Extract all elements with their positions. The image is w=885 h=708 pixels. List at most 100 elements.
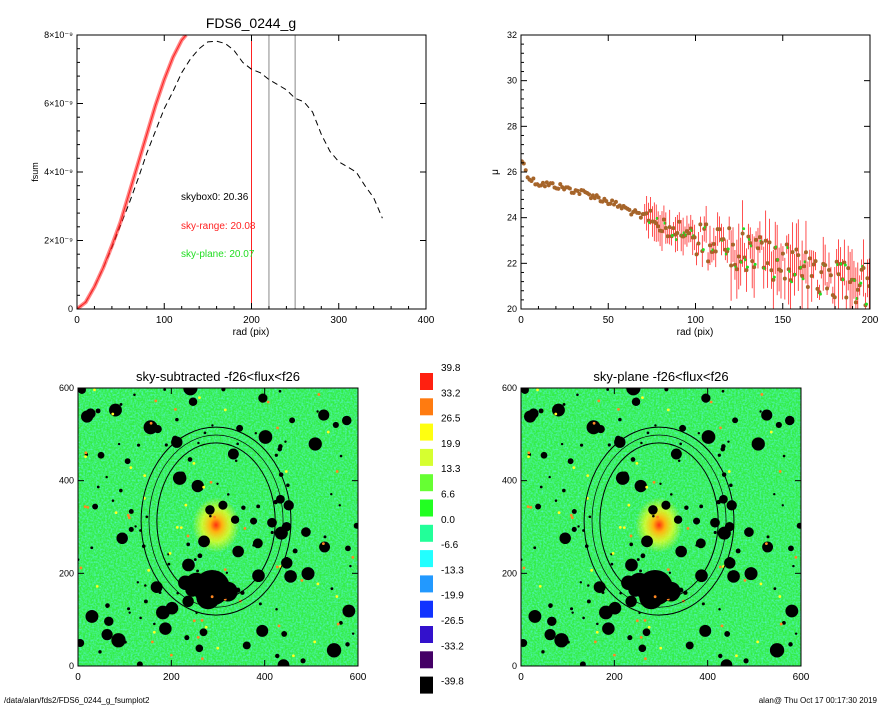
data-point [757,235,762,240]
hot-pixel [313,640,317,644]
star-mask [150,581,163,594]
y-tick-label: 22 [507,258,517,268]
blob-mask [196,585,220,610]
hot-pixel [617,407,620,411]
star-mask [661,500,671,510]
hot-pixel [326,430,330,434]
hot-pixel [276,426,279,430]
star-mask [716,499,721,505]
star-mask [718,653,723,659]
star-mask [781,504,784,507]
star-mask [713,530,717,535]
x-tick-label: 150 [774,315,791,326]
star-mask [117,442,121,446]
hot-pixel [179,526,183,530]
star-mask [626,388,641,396]
star-mask [339,454,343,458]
star-mask [784,415,795,426]
star-mask [625,558,638,572]
colorbar-swatch [420,651,433,669]
data-point [542,184,547,189]
hot-pixel [527,455,530,459]
star-mask [274,453,278,457]
hot-pixel [192,461,196,465]
data-point [648,208,653,213]
data-point [752,265,757,270]
star-mask [284,440,287,443]
star-mask [761,409,773,421]
hot-pixel [200,618,204,622]
star-mask [640,553,646,559]
colorbar-label: 13.3 [441,464,461,475]
red-error-band [77,35,188,309]
colorbar-swatch [420,676,433,694]
star-mask [701,393,711,403]
star-mask [218,500,228,510]
hot-pixel [590,568,594,572]
hot-pixel [127,516,131,520]
colorbar-label: -6.6 [441,540,459,551]
hot-pixel [95,584,99,588]
x-tick-label: 300 [330,315,347,326]
x-tick-label: 0 [518,672,524,683]
star-mask [308,437,322,451]
star-mask [601,591,605,595]
star-mask [209,514,212,518]
star-mask [278,444,283,449]
data-point [663,226,668,231]
star-mask [256,624,269,637]
hot-pixel [656,515,659,519]
star-mask [618,417,622,422]
star-mask [729,483,733,487]
hot-pixel [284,470,288,473]
star-mask [124,458,131,465]
hot-pixel [522,566,526,570]
data-point [865,276,870,281]
x-tick-label: 400 [256,672,273,683]
star-mask [123,640,127,644]
data-point [575,188,580,193]
star-mask [292,548,298,554]
star-mask [579,661,586,666]
star-mask [751,437,765,451]
data-point [677,219,682,224]
hot-pixel [335,595,339,598]
data-point [644,211,649,216]
star-mask [81,410,94,423]
hot-pixel [612,653,616,657]
star-mask [258,430,273,444]
star-mask [766,535,770,539]
data-point-alt [745,265,749,269]
data-point [686,231,691,236]
x-tick-label: 400 [418,315,435,326]
star-mask [281,631,288,637]
data-point [802,264,807,269]
data-point [617,203,622,208]
hot-pixel [300,578,304,582]
star-mask [203,431,207,435]
y-tick-label: 400 [59,476,74,486]
hot-pixel [527,451,531,455]
star-mask [351,632,355,635]
hot-pixel [629,534,633,538]
star-mask [250,517,258,525]
x-tick-label: 0 [75,672,81,683]
data-point-alt [864,302,868,306]
data-point [796,253,801,258]
hot-pixel [735,654,738,658]
star-mask [134,525,137,528]
hot-pixel [114,511,118,515]
hot-pixel [593,640,597,644]
data-point [711,242,716,247]
fsum-ylabel: fsum [30,162,40,182]
star-mask [710,517,720,528]
data-point [727,226,732,231]
data-point [731,242,736,247]
star-mask [607,443,611,447]
hot-pixel [647,625,651,629]
star-mask [167,562,171,566]
data-point [671,226,676,231]
hot-pixel [149,421,153,425]
star-mask [164,443,168,447]
y-tick-label: 8×10⁻⁹ [44,30,73,40]
